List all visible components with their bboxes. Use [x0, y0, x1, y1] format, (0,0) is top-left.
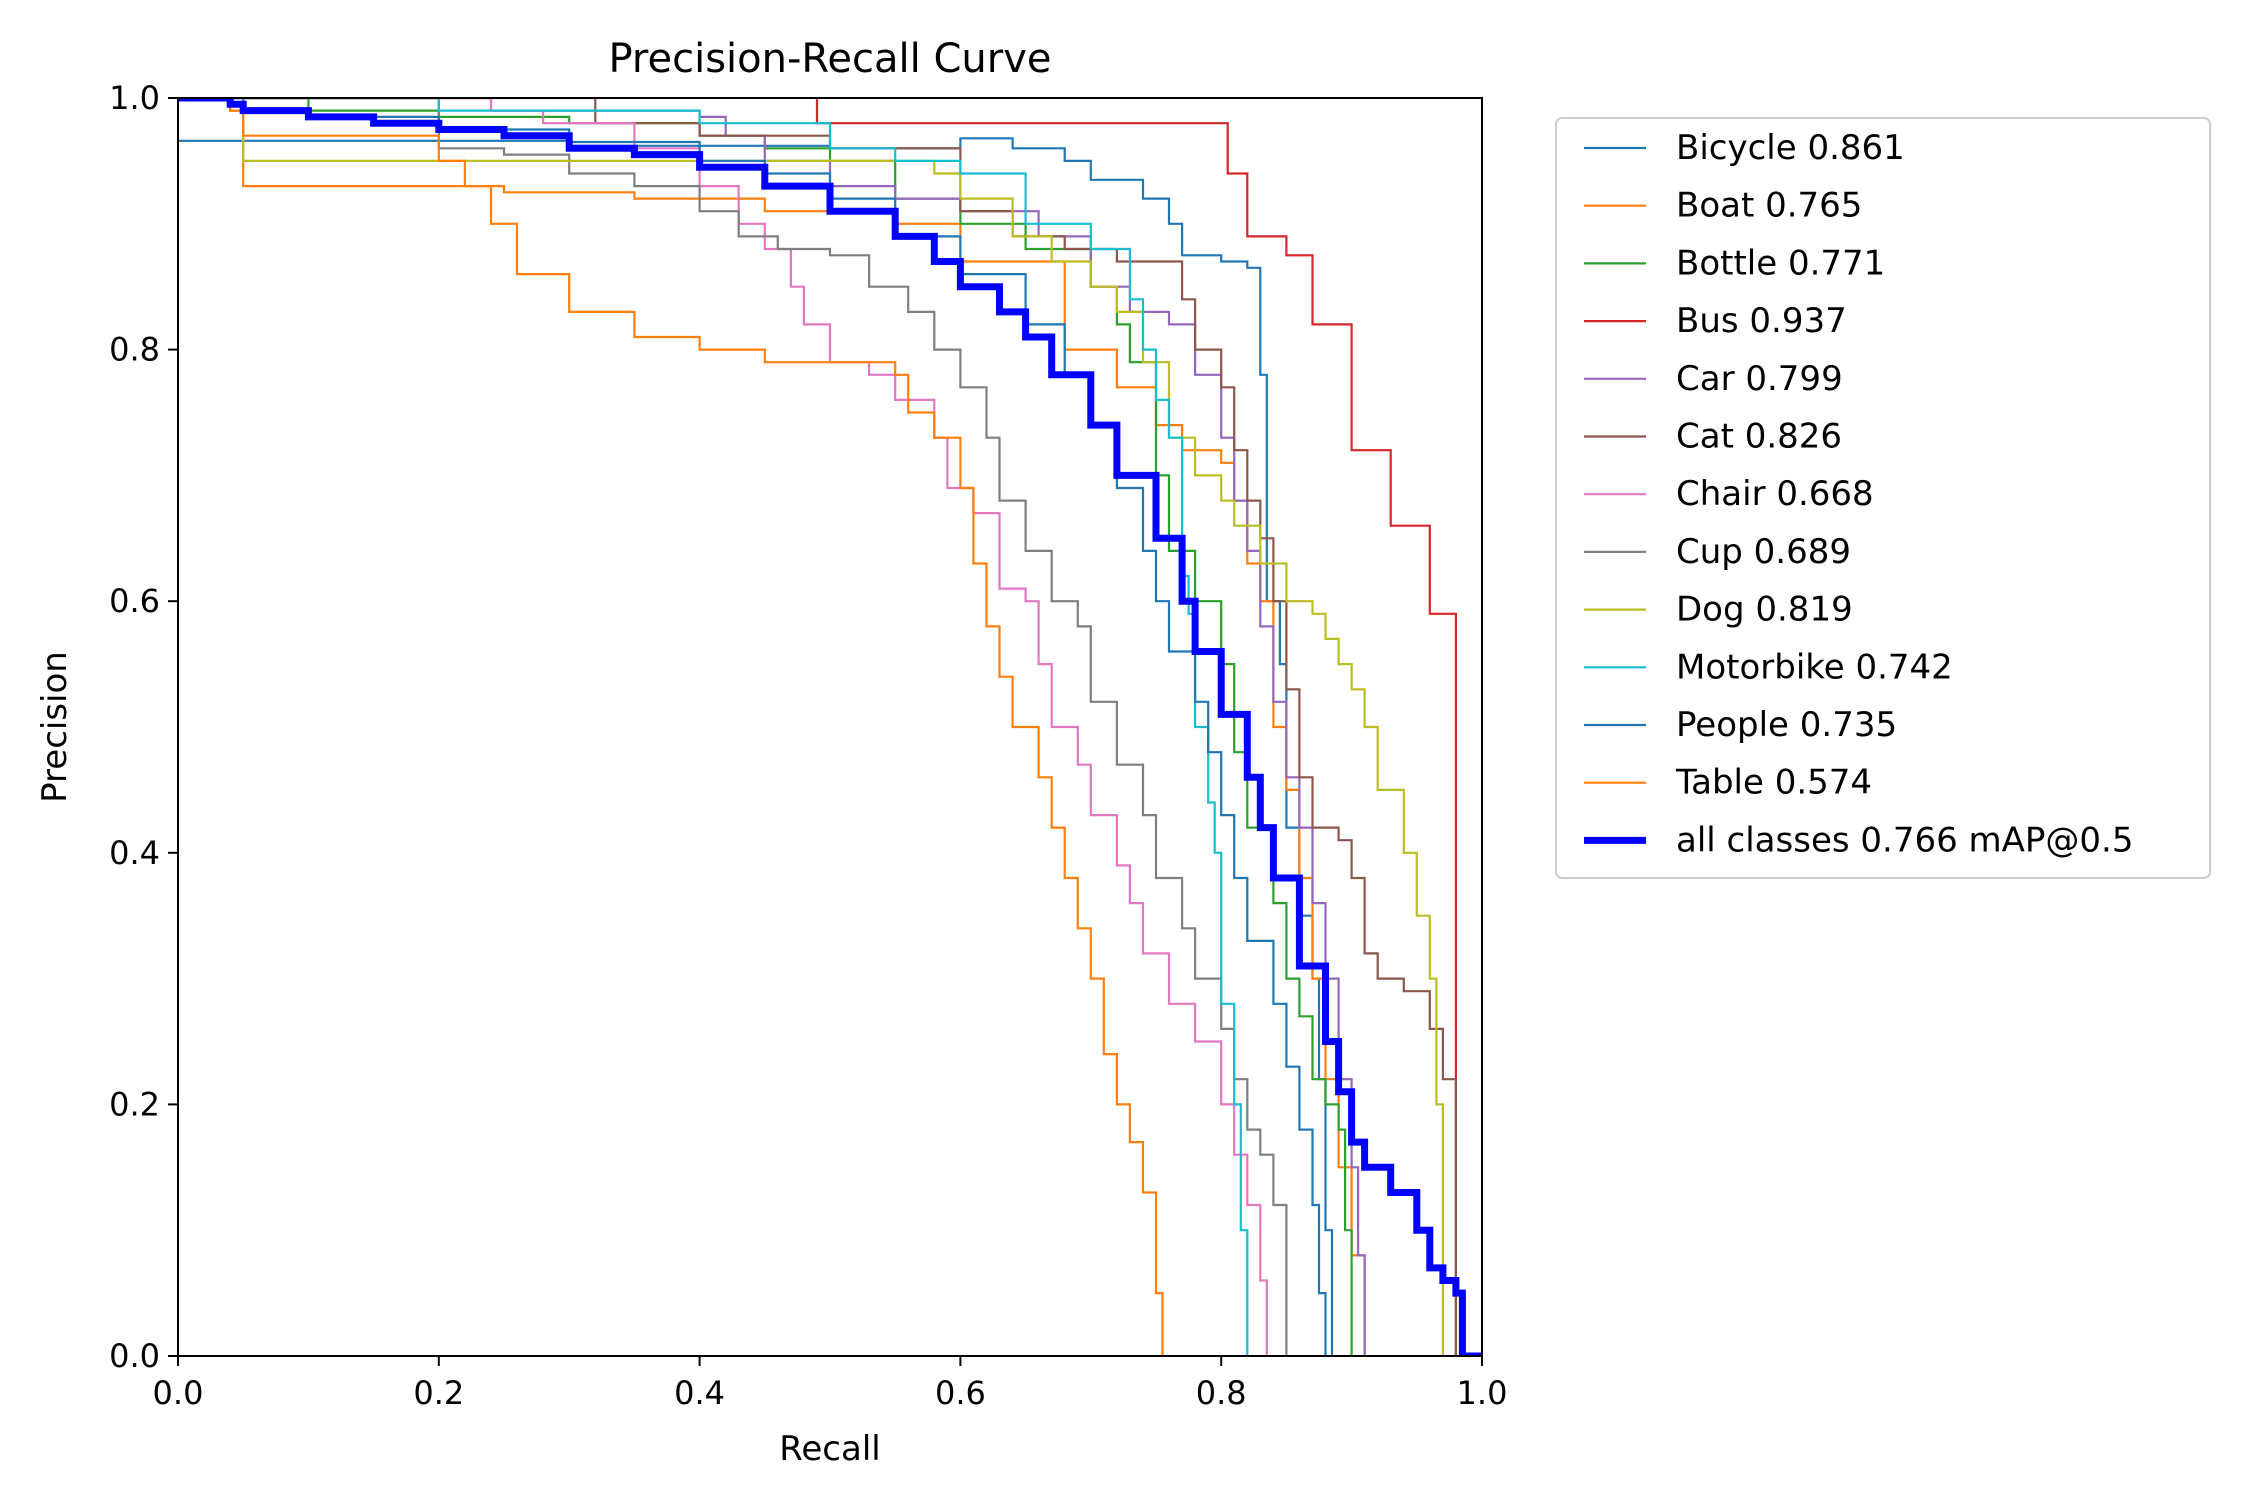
series-line-motorbike	[178, 98, 1249, 1356]
series-line-bus	[815, 98, 1457, 1356]
x-axis-label: Recall	[779, 1429, 880, 1469]
series-line-car	[178, 98, 1366, 1356]
legend-label-bicycle: Bicycle 0.861	[1676, 128, 1905, 168]
legend-label-motorbike: Motorbike 0.742	[1676, 647, 1953, 687]
plot-frame	[177, 97, 1483, 1357]
x-tick-label: 0.4	[674, 1374, 725, 1412]
y-tick-label: 0.8	[109, 331, 160, 369]
y-tick-label: 0.0	[109, 1337, 160, 1375]
y-tick-label: 0.4	[109, 834, 160, 872]
series-line-bicycle	[178, 137, 1334, 1356]
series-line-boat	[178, 98, 1366, 1356]
y-axis-label: Precision	[35, 651, 75, 803]
x-tick-label: 0.6	[935, 1374, 986, 1412]
legend-label-bus: Bus 0.937	[1676, 301, 1847, 341]
legend-label-bottle: Bottle 0.771	[1676, 243, 1885, 283]
y-axis: 0.0 0.2 0.4 0.6 0.8 1.0	[109, 79, 178, 1375]
series-line-cup	[178, 98, 1288, 1356]
x-axis: 0.0 0.2 0.4 0.6 0.8 1.0	[153, 1356, 1508, 1412]
legend-label-cup: Cup 0.689	[1676, 532, 1851, 572]
legend-label-all: all classes 0.766 mAP@0.5	[1676, 820, 2133, 860]
legend-label-car: Car 0.799	[1676, 359, 1843, 399]
x-tick-label: 1.0	[1457, 1374, 1508, 1412]
series-layer	[178, 98, 1482, 1356]
y-tick-label: 0.2	[109, 1085, 160, 1123]
series-line-table	[178, 98, 1164, 1356]
series-line-bottle	[178, 98, 1353, 1356]
series-line-cat	[178, 98, 1457, 1356]
x-tick-label: 0.2	[413, 1374, 464, 1412]
x-tick-label: 0.8	[1196, 1374, 1247, 1412]
series-line-people	[178, 98, 1327, 1356]
series-line-all	[178, 98, 1482, 1356]
legend-box	[1555, 117, 2211, 879]
chart-title: Precision-Recall Curve	[609, 36, 1052, 82]
legend-label-dog: Dog 0.819	[1676, 590, 1853, 630]
legend-label-table: Table 0.574	[1675, 763, 1872, 803]
legend-label-boat: Boat 0.765	[1676, 186, 1862, 226]
legend-label-cat: Cat 0.826	[1676, 417, 1842, 457]
legend: Bicycle 0.861 Boat 0.765 Bottle 0.771 Bus 0…	[1555, 117, 2211, 879]
x-tick-label: 0.0	[153, 1374, 204, 1412]
y-tick-label: 0.6	[109, 582, 160, 620]
legend-label-chair: Chair 0.668	[1676, 474, 1874, 514]
legend-label-people: People 0.735	[1676, 705, 1897, 745]
y-tick-label: 1.0	[109, 79, 160, 117]
series-line-dog	[178, 98, 1444, 1356]
